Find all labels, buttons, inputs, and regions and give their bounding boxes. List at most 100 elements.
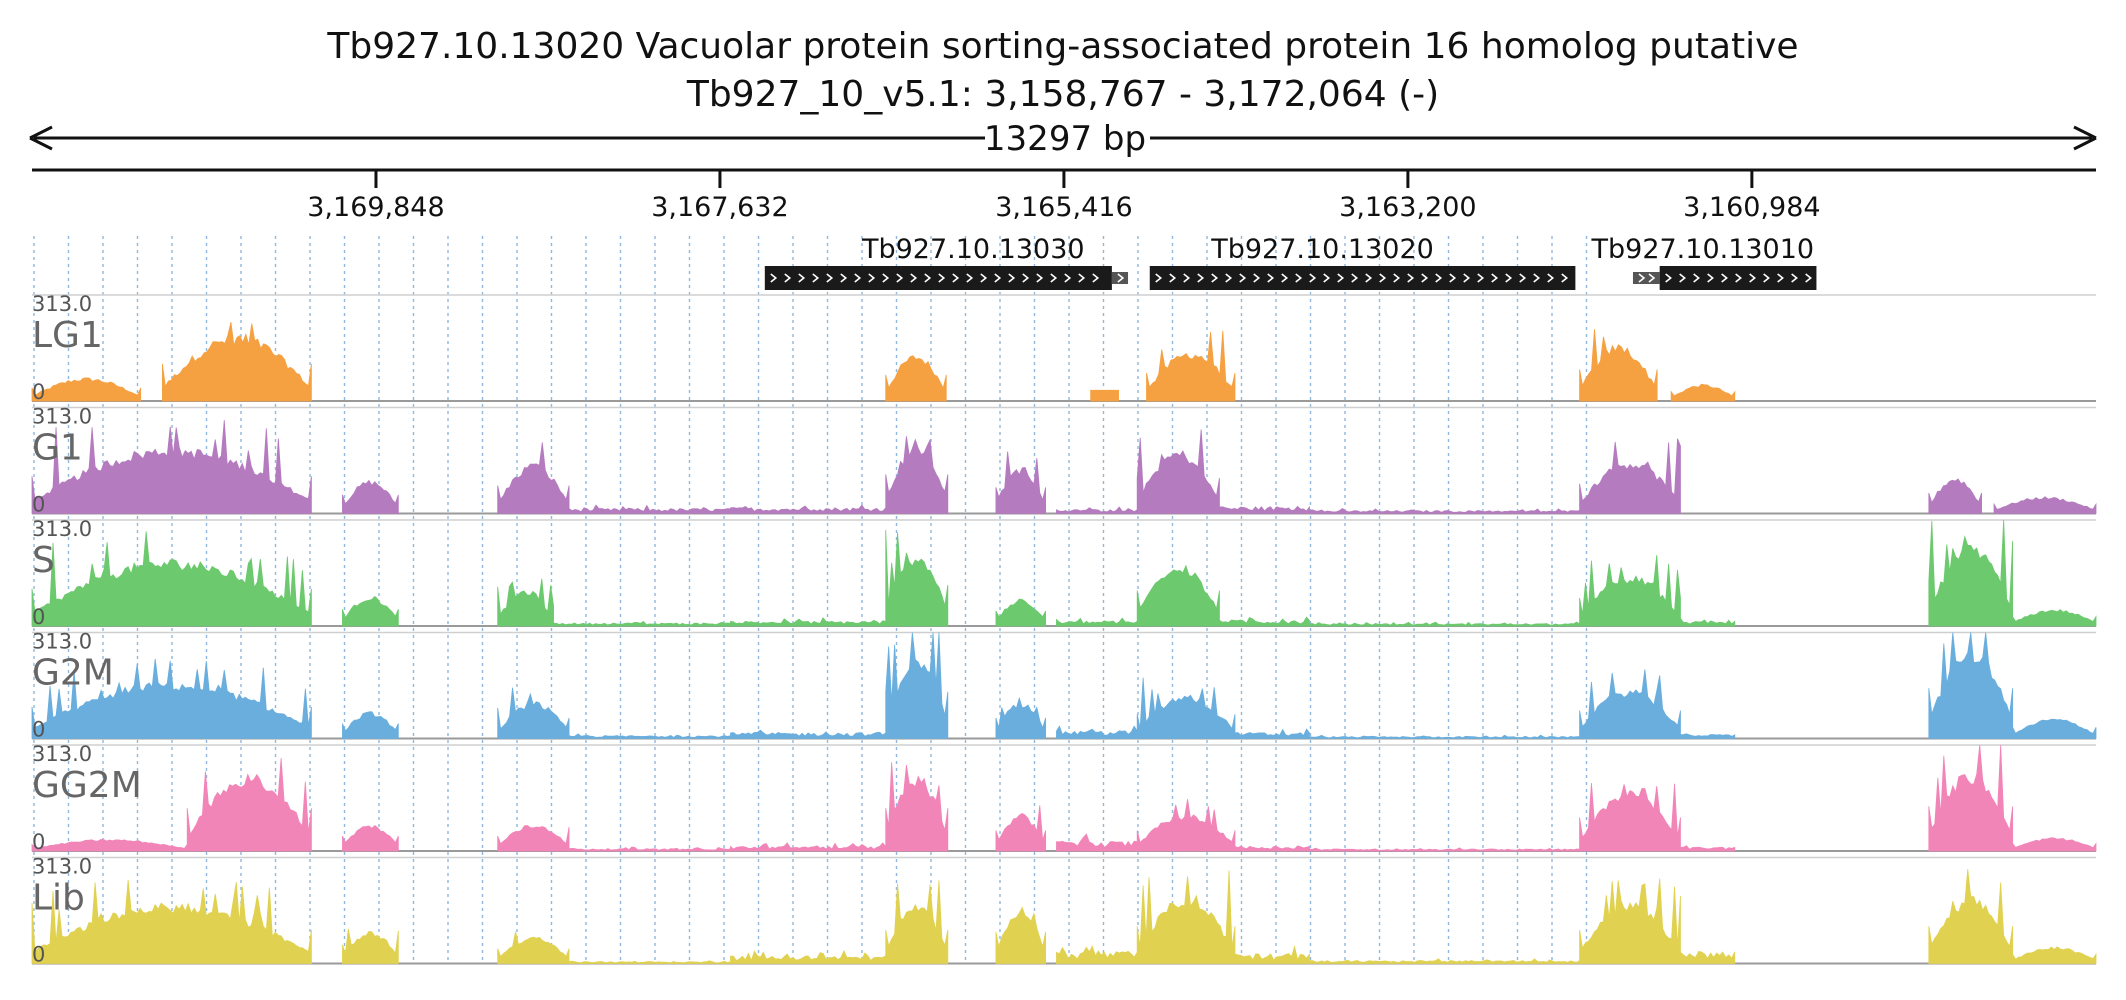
strand-chevron-icon: [966, 273, 974, 283]
strand-chevron-icon: [826, 273, 834, 283]
coordinate-ruler: 3,169,848 3,167,632 3,165,416 3,163,200 3,16…: [32, 168, 2096, 223]
track-name-label: LG1: [32, 315, 103, 356]
coverage-tracks: 313.00LG1313.00G1313.00S313.00G2M313.00G…: [31, 292, 2097, 967]
strand-chevron-icon: [882, 273, 890, 283]
coverage-area: [31, 531, 312, 627]
track-ymax-label: 313.0: [32, 855, 92, 879]
ruler-tick-label: 3,165,416: [995, 192, 1132, 223]
gene-model: Tb927.10.13020: [1149, 234, 1576, 290]
coverage-area: [1928, 869, 2014, 964]
strand-chevron-icon: [812, 273, 820, 283]
coverage-area: [995, 696, 1047, 739]
strand-chevron-icon: [840, 273, 848, 283]
strand-chevron-icon: [1679, 273, 1686, 283]
coverage-area: [186, 758, 312, 852]
coverage-area: [1928, 632, 2014, 739]
coverage-area: [995, 906, 1047, 964]
gene-segment: [1111, 272, 1129, 284]
coverage-area: [1680, 951, 1736, 964]
coverage-area: [1136, 429, 1220, 514]
coverage-area: [1928, 744, 2014, 852]
track-ymin-label: 0: [32, 493, 45, 517]
strand-chevron-icon: [1365, 273, 1373, 283]
coverage-area: [31, 377, 142, 402]
strand-chevron-icon: [980, 273, 988, 283]
strand-chevron-icon: [1505, 273, 1513, 283]
ruler-tick-label: 3,163,200: [1339, 192, 1476, 223]
strand-chevron-icon: [1791, 273, 1798, 283]
coverage-area: [885, 880, 949, 964]
coverage-area: [1928, 478, 1982, 514]
track-ymax-label: 313.0: [32, 742, 92, 766]
strand-chevron-icon: [798, 273, 806, 283]
strand-chevron-icon: [1078, 273, 1086, 283]
strand-chevron-icon: [896, 273, 904, 283]
strand-chevron-icon: [1211, 273, 1219, 283]
gene-models: Tb927.10.13030 Tb927.10.13020 Tb927.10.130…: [764, 234, 1817, 290]
coverage-area: [31, 879, 312, 964]
coverage-area: [1670, 383, 1736, 402]
strand-chevron-icon: [994, 273, 1002, 283]
coverage-area: [1136, 564, 1220, 627]
coverage-area: [1056, 725, 1138, 739]
coverage-area: [1056, 945, 1138, 964]
strand-chevron-icon: [1092, 273, 1100, 283]
coverage-area: [342, 595, 399, 627]
strand-chevron-icon: [1421, 273, 1429, 283]
track-ymax-label: 313.0: [32, 630, 92, 654]
ruler-tick-label: 3,169,848: [307, 192, 444, 223]
strand-chevron-icon: [770, 273, 778, 283]
gene-label: Tb927.10.13020: [1210, 234, 1434, 265]
coverage-area: [1579, 329, 1658, 402]
track-lib: 313.0 0 Lib: [31, 855, 2097, 967]
strand-chevron-icon: [1022, 273, 1030, 283]
gene-label: Tb927.10.13010: [1591, 234, 1815, 265]
figure-title: Tb927.10.13020 Vacuolar protein sorting-…: [326, 26, 1798, 67]
strand-chevron-icon: [1281, 273, 1289, 283]
coverage-area: [1309, 508, 1580, 514]
coverage-area: [730, 842, 887, 852]
strand-chevron-icon: [1547, 273, 1555, 283]
strand-chevron-icon: [1805, 273, 1812, 283]
strand-chevron-icon: [1351, 273, 1359, 283]
coverage-area: [995, 598, 1047, 627]
coverage-area: [31, 839, 188, 852]
track-ymax-label: 313.0: [32, 292, 92, 316]
coverage-area: [497, 578, 554, 627]
coverage-area: [995, 451, 1047, 514]
strand-chevron-icon: [1169, 273, 1177, 283]
strand-chevron-icon: [854, 273, 862, 283]
strand-chevron-icon: [1561, 273, 1569, 283]
coverage-area: [2012, 718, 2097, 739]
track-name-label: Lib: [32, 878, 85, 919]
strand-chevron-icon: [1117, 273, 1125, 283]
gene-model: Tb927.10.13010: [1591, 234, 1817, 290]
strand-chevron-icon: [1477, 273, 1485, 283]
strand-chevron-icon: [1050, 273, 1058, 283]
coverage-area: [1579, 438, 1681, 514]
strand-chevron-icon: [938, 273, 946, 283]
coverage-area: [1219, 616, 1310, 627]
coverage-area: [1579, 878, 1681, 964]
strand-chevron-icon: [1463, 273, 1471, 283]
track-name-label: G2M: [32, 653, 114, 694]
left-arrowhead-icon: [29, 125, 53, 151]
coverage-area: [497, 825, 570, 852]
coverage-area: [1056, 506, 1138, 514]
track-ymin-label: 0: [32, 380, 45, 404]
track-lg1: 313.0 0 LG1: [31, 292, 2096, 404]
coverage-area: [1056, 833, 1138, 852]
coverage-area: [497, 687, 570, 739]
strand-chevron-icon: [1337, 273, 1345, 283]
coverage-area: [1090, 389, 1119, 402]
strand-chevron-icon: [868, 273, 876, 283]
coverage-area: [1993, 496, 2097, 514]
coverage-area: [568, 733, 731, 739]
coverage-area: [1219, 505, 1310, 514]
strand-chevron-icon: [1197, 273, 1205, 283]
gene-segment: [1149, 266, 1576, 290]
strand-chevron-icon: [1638, 273, 1646, 283]
figure-header: Tb927.10.13020 Vacuolar protein sorting-…: [326, 26, 1798, 115]
strand-chevron-icon: [1155, 273, 1163, 283]
